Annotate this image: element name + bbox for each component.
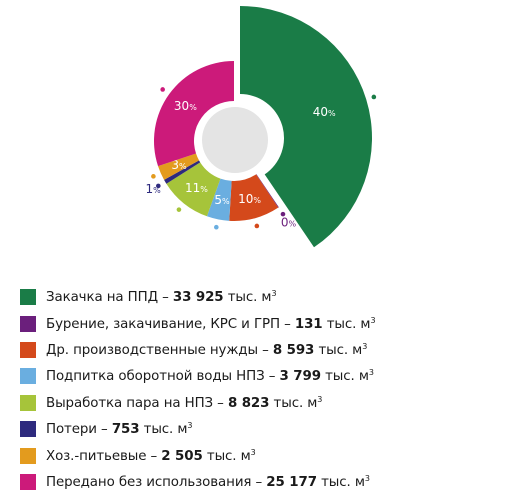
slice-потери	[164, 160, 201, 184]
donut-center	[202, 107, 268, 173]
legend-unit: тыс. м3	[316, 473, 370, 490]
legend-label: Бурение, закачивание, КРС и ГРП –	[46, 316, 295, 332]
legend-label: Подпитка оборотной воды НПЗ –	[46, 369, 280, 385]
percent-label-передано-без-использования: 30%	[174, 99, 197, 113]
legend-label: Закачка на ППД –	[46, 290, 173, 306]
legend-unit: тыс. м3	[223, 289, 277, 306]
chart-legend: Закачка на ППД – 33 925 тыс. м3 Бурение, …	[20, 284, 376, 495]
slice-бурение-закачивание-крс-и-грп	[256, 174, 279, 208]
legend-item: Подпитка оборотной воды НПЗ – 3 799 тыс.…	[20, 363, 375, 389]
leader-dot-потери	[156, 183, 161, 189]
leader-dot-подпитка-оборотной-воды-нпз	[214, 224, 219, 230]
percent-label-др-производственные-нужды: 10%	[238, 192, 261, 206]
leader-dot-передано-без-использования	[160, 87, 165, 92]
leader-dot-др-производственные-нужды	[254, 223, 260, 229]
legend-label: Выработка пара на НПЗ –	[46, 395, 228, 411]
legend-value: 2 505	[161, 448, 203, 464]
legend-value: 3 799	[279, 369, 321, 385]
slice-подпитка-оборотной-воды-нпз	[206, 178, 232, 221]
legend-swatch	[20, 341, 36, 358]
legend-swatch	[20, 447, 36, 464]
slice-хоз-питьевые	[158, 153, 200, 180]
legend-value: 8 823	[227, 395, 270, 411]
legend-swatch	[20, 394, 36, 411]
legend-unit: тыс. м3	[320, 368, 374, 385]
legend-swatch	[20, 368, 36, 385]
legend-value: 8 593	[272, 342, 315, 358]
percent-sign: %	[253, 196, 261, 205]
legend-unit: тыс. м3	[322, 315, 376, 332]
legend-text: Хоз.-питьевые – 2 505 тыс. м3	[46, 448, 256, 464]
legend-swatch	[20, 315, 36, 332]
legend-item: Передано без использования – 25 177 тыс.…	[20, 469, 375, 495]
legend-text: Бурение, закачивание, КРС и ГРП – 131 ты…	[46, 315, 376, 332]
legend-unit: тыс. м3	[139, 421, 193, 438]
legend-label: Др. производственные нужды –	[46, 342, 273, 358]
percent-label-выработка-пара-на-нпз: 11%	[185, 181, 208, 195]
legend-item: Потери – 753 тыс. м3	[20, 416, 375, 442]
legend-swatch	[20, 289, 36, 306]
legend-value: 33 925	[172, 290, 224, 306]
percent-label-подпитка-оборотной-воды-нпз: 5%	[214, 193, 230, 207]
legend-item: Закачка на ППД – 33 925 тыс. м3	[20, 284, 375, 310]
percent-sign: %	[289, 219, 297, 228]
legend-text: Потери – 753 тыс. м3	[46, 421, 192, 437]
legend-label: Потери –	[46, 422, 112, 438]
legend-text: Подпитка оборотной воды НПЗ – 3 799 тыс.…	[46, 368, 374, 384]
legend-unit: тыс. м3	[314, 341, 368, 358]
legend-text: Передано без использования – 25 177 тыс.…	[46, 474, 370, 490]
legend-value: 25 177	[266, 474, 317, 490]
legend-unit: тыс. м3	[202, 447, 256, 464]
percent-sign: %	[153, 186, 161, 195]
legend-label: Хоз.-питьевые –	[46, 448, 162, 464]
percent-sign: %	[222, 197, 230, 206]
donut-chart: 40%0%10%5%11%1%3%30%	[146, 6, 377, 248]
percent-sign: %	[189, 103, 197, 112]
percent-sign: %	[200, 185, 208, 194]
legend-item: Выработка пара на НПЗ – 8 823 тыс. м3	[20, 390, 375, 416]
legend-label: Передано без использования –	[46, 474, 267, 490]
legend-item: Бурение, закачивание, КРС и ГРП – 131 ты…	[20, 310, 376, 336]
leader-dot-закачка-на-ппд	[371, 94, 377, 100]
leader-dot-хоз-питьевые	[151, 174, 156, 179]
legend-text: Выработка пара на НПЗ – 8 823 тыс. м3	[46, 395, 322, 411]
percent-label-бурение-закачивание-крс-и-грп: 0%	[281, 215, 297, 229]
legend-item: Др. производственные нужды – 8 593 тыс. …	[20, 337, 375, 363]
percent-label-хоз-питьевые: 3%	[171, 158, 187, 172]
percent-sign: %	[328, 109, 336, 118]
leader-dot-бурение-закачивание-крс-и-грп	[280, 211, 286, 217]
percent-label-закачка-на-ппд: 40%	[313, 105, 336, 119]
legend-text: Др. производственные нужды – 8 593 тыс. …	[46, 342, 367, 358]
leader-dot-выработка-пара-на-нпз	[176, 207, 182, 212]
legend-swatch	[20, 473, 36, 490]
legend-unit: тыс. м3	[269, 394, 323, 411]
slice-др-производственные-нужды	[229, 174, 279, 221]
slice-передано-без-использования	[154, 61, 234, 167]
legend-item: Хоз.-питьевые – 2 505 тыс. м3	[20, 442, 375, 468]
legend-swatch	[20, 421, 36, 438]
legend-value: 131	[294, 316, 323, 332]
percent-sign: %	[179, 162, 187, 171]
legend-value: 753	[111, 422, 140, 438]
legend-text: Закачка на ППД – 33 925 тыс. м3	[46, 289, 277, 306]
slice-выработка-пара-на-нпз	[166, 162, 221, 217]
slice-закачка-на-ппд	[240, 6, 372, 248]
